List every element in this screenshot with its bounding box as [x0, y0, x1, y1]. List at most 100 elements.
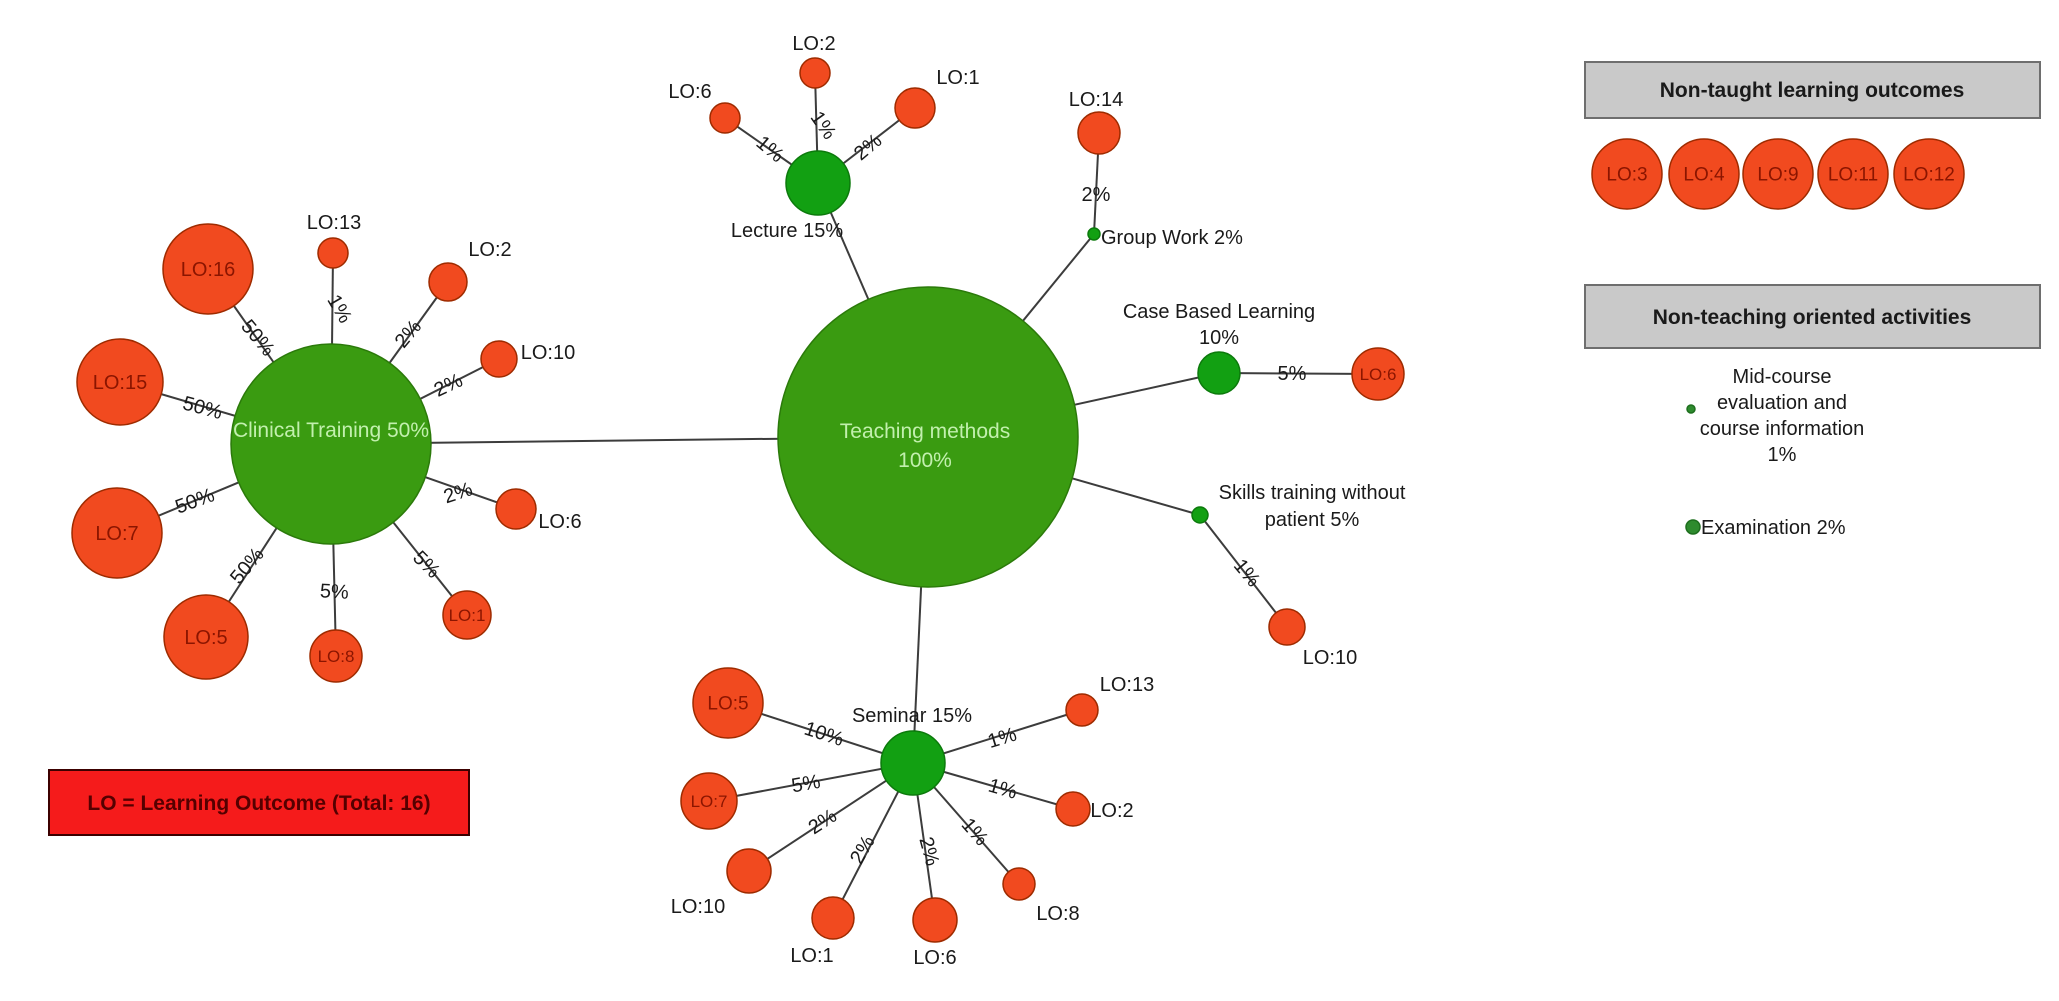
edge-label-7: 5%	[319, 580, 349, 603]
examination-label: Examination 2%	[1701, 517, 1846, 539]
clinical-lo16	[162, 223, 254, 315]
seminar-hub-label: Seminar 15%	[852, 705, 972, 727]
legend-lo9	[1742, 138, 1814, 210]
clinical-lo6	[495, 488, 537, 530]
clinical-lo7-inner-label: LO:7	[95, 523, 138, 545]
clinical-lo2-label: LO:2	[468, 239, 511, 261]
clinical-lo1	[442, 590, 492, 640]
seminar-lo2	[1055, 791, 1091, 827]
clinical-lo5-inner-label: LO:5	[184, 627, 227, 649]
seminar-lo6-label: LO:6	[913, 947, 956, 969]
lecture-hub-label: Lecture 15%	[731, 220, 844, 242]
seminar-lo7	[680, 772, 738, 830]
cbl-lo6-inner-label: LO:6	[1360, 365, 1397, 384]
seminar-lo1-label: LO:1	[790, 945, 833, 967]
clinical-lo7	[71, 487, 163, 579]
groupwork-lo14	[1077, 111, 1121, 155]
hub-case-based-learning	[1197, 351, 1241, 395]
lecture-lo6	[709, 102, 741, 134]
clinical-hub-label: Clinical Training 50%	[233, 419, 429, 442]
nonteaching-title: Non-teaching oriented activities	[1653, 306, 1972, 329]
edge-label-16: 10%	[801, 718, 846, 751]
lecture-lo1	[894, 87, 936, 129]
legend-lo12-inner-label: LO:12	[1903, 165, 1955, 186]
legend-dot-examination	[1685, 519, 1701, 535]
legend-lo11	[1817, 138, 1889, 210]
seminar-lo5-inner-label: LO:5	[707, 694, 748, 715]
teaching-hub-label-2: 100%	[898, 449, 952, 472]
seminar-lo10	[726, 848, 772, 894]
key-box-label: LO = Learning Outcome (Total: 16)	[87, 792, 430, 815]
edge-label-17: 5%	[790, 771, 823, 798]
seminar-lo1	[811, 896, 855, 940]
teaching-hub-label-1: Teaching methods	[840, 420, 1010, 443]
seminar-lo13-label: LO:13	[1100, 674, 1154, 696]
clinical-lo16-inner-label: LO:16	[181, 259, 235, 281]
nonteaching-header-box	[1584, 284, 2041, 349]
dot-skills-training	[1191, 506, 1209, 524]
edge-label-11: 1%	[806, 107, 841, 143]
edge-label-2: 2%	[391, 316, 427, 352]
seminar-lo5	[692, 667, 764, 739]
midcourse-line-1: Mid-course	[1733, 366, 1832, 388]
clinical-lo13-label: LO:13	[307, 212, 361, 234]
hub-seminar	[880, 730, 946, 796]
clinical-lo8-inner-label: LO:8	[318, 647, 355, 666]
legend-lo3	[1591, 138, 1663, 210]
edge-label-1: 1%	[322, 291, 356, 327]
dot-group-work	[1087, 227, 1101, 241]
seminar-lo10-label: LO:10	[671, 896, 725, 918]
groupwork-label: Group Work 2%	[1101, 227, 1243, 249]
key-box	[48, 769, 470, 836]
seminar-lo7-inner-label: LO:7	[691, 792, 728, 811]
clinical-lo8	[309, 629, 363, 683]
lecture-lo1-label: LO:1	[936, 67, 979, 89]
hub-teaching-methods	[777, 286, 1079, 588]
skills-label-2: patient 5%	[1265, 509, 1360, 531]
hub-clinical-training	[230, 343, 432, 545]
edge-label-8: 5%	[408, 547, 444, 583]
lecture-lo2	[799, 57, 831, 89]
skills-label-1: Skills training without	[1219, 482, 1406, 504]
skills-lo10-label: LO:10	[1303, 647, 1357, 669]
midcourse-line-4: 1%	[1768, 444, 1797, 466]
edge-label-18: 2%	[805, 805, 841, 839]
legend-lo12	[1893, 138, 1965, 210]
edge-label-20: 2%	[914, 835, 943, 869]
cbl-lo6	[1351, 347, 1405, 401]
legend-lo4-inner-label: LO:4	[1683, 165, 1725, 186]
seminar-lo6	[912, 897, 958, 943]
clinical-lo6-label: LO:6	[538, 511, 581, 533]
lecture-lo6-label: LO:6	[668, 81, 711, 103]
edge-label-9: 2%	[441, 478, 475, 508]
clinical-lo5	[163, 594, 249, 680]
hub-lecture	[785, 150, 851, 216]
seminar-lo8-label: LO:8	[1036, 903, 1079, 925]
edge-label-23: 1%	[985, 723, 1019, 753]
midcourse-line-2: evaluation and	[1717, 392, 1847, 414]
clinical-lo1-inner-label: LO:1	[449, 606, 486, 625]
nontaught-title: Non-taught learning outcomes	[1660, 79, 1965, 102]
seminar-lo8	[1002, 867, 1036, 901]
clinical-lo13	[317, 237, 349, 269]
edge-label-14: 5%	[1278, 363, 1307, 385]
edge-label-13: 2%	[1082, 184, 1111, 206]
midcourse-line-3: course information	[1700, 418, 1865, 440]
clinical-lo15	[76, 338, 164, 426]
legend-lo4	[1668, 138, 1740, 210]
edge-label-0: 50%	[236, 316, 279, 361]
legend-dot-midcourse	[1686, 404, 1696, 414]
lecture-lo2-label: LO:2	[792, 33, 835, 55]
clinical-lo10-label: LO:10	[521, 342, 575, 364]
clinical-lo2	[428, 262, 468, 302]
edge-label-10: 1%	[752, 132, 788, 168]
seminar-lo13	[1065, 693, 1099, 727]
seminar-lo2-label: LO:2	[1090, 800, 1133, 822]
legend-lo3-inner-label: LO:3	[1606, 165, 1647, 186]
edge-label-3: 2%	[431, 369, 467, 401]
edge-label-5: 50%	[172, 484, 217, 518]
skills-lo10	[1268, 608, 1306, 646]
lo14-label: LO:14	[1069, 89, 1123, 111]
